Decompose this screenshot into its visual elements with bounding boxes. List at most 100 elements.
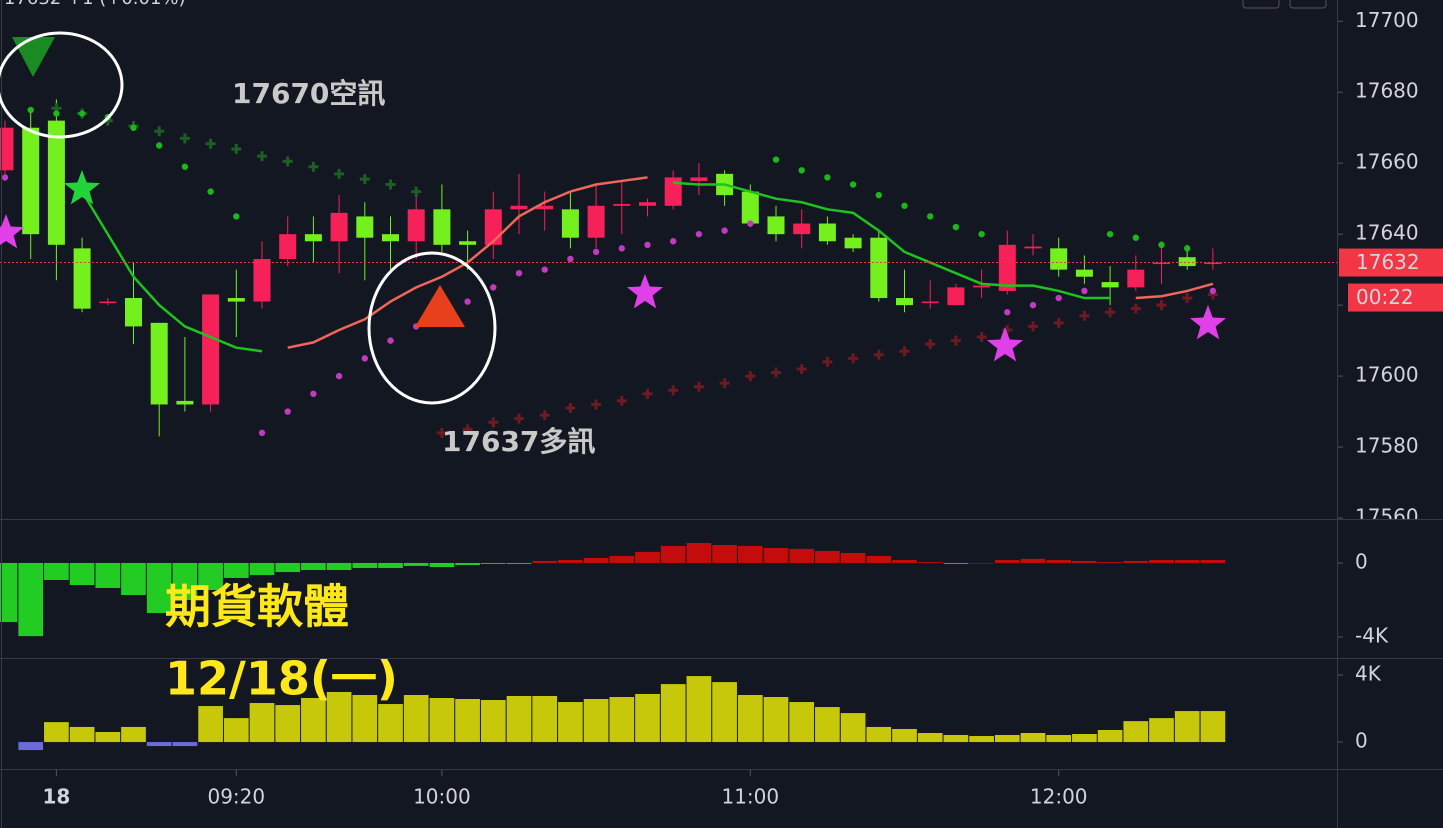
annotation: 17670空訊 [232,77,385,110]
candle-body [639,202,656,206]
candle-body [304,234,322,242]
bar [1097,729,1123,743]
sar-dot [1132,234,1140,241]
bar [892,728,917,743]
y-tick-label: 17640 [1355,221,1419,245]
candle-body [1178,257,1196,267]
candle-body [227,298,245,302]
volume-panel: 4K 0 [18,662,1382,753]
sar-dot [901,202,908,209]
candle-body [793,223,811,235]
star-marker [0,214,25,249]
bar [506,696,532,743]
sar-dot [644,241,651,249]
candle-body [356,216,374,238]
bar [480,700,506,743]
toolbar-button[interactable] [1289,0,1327,9]
sar-dot [695,230,703,238]
bar [686,676,712,743]
cross-marker [796,363,807,374]
cross-marker [1053,317,1064,328]
sar-dot [1055,294,1062,302]
sar-dot [490,284,497,291]
candle-body [279,234,297,259]
bar [969,736,994,743]
bar [866,555,892,563]
candle-body [22,127,40,235]
bar [1072,734,1097,743]
bar [198,562,223,591]
bar [95,562,121,588]
y-tick-label: 17600 [1355,363,1419,387]
cross-marker [616,395,627,406]
bar [583,699,609,743]
sar-dot [798,167,805,174]
star-marker [986,327,1024,362]
candle-body [407,209,425,242]
bar [532,696,558,743]
bar [763,697,789,743]
bar [558,702,583,743]
bar [1174,560,1200,563]
cross-marker [359,174,370,185]
cross-marker [154,126,165,137]
cross-marker [308,161,319,172]
cross-marker [205,138,216,149]
bar [326,562,352,571]
date-label: 12/18(一) [165,652,398,706]
y-tick-label: 17560 [1355,505,1419,529]
bar [223,718,249,743]
bar [403,694,429,743]
sell-signal [12,37,55,77]
bar [352,562,378,568]
candle-body [998,244,1016,291]
candle-body [947,287,965,306]
candle-body [690,177,708,181]
bar [455,562,480,566]
last-price-box [1339,248,1443,277]
bar [917,562,943,563]
candle-body [896,298,913,306]
toolbar-button[interactable] [1242,0,1280,9]
y-tick-label: 17680 [1355,79,1419,103]
candle-body [73,248,91,309]
bar [532,560,558,563]
sar-dot [567,255,574,263]
candle-body [844,237,862,249]
price-panel [0,99,1337,438]
sar-dot [541,266,548,273]
y-tick-label: -4K [1355,624,1389,648]
sar-dot [592,248,600,256]
cross-marker [1182,293,1193,304]
annotation: 17637多訊 [442,425,595,458]
bar [301,698,326,743]
bar [1174,711,1200,743]
sar-dot [1184,245,1191,252]
bar [866,726,892,743]
cross-marker [771,367,781,378]
sar-dot [670,238,677,245]
bar [660,684,686,743]
sar-dot [1029,301,1037,309]
candle-body [664,177,682,206]
bar [1149,560,1174,563]
cross-marker [1079,310,1090,321]
candle-body [382,234,399,242]
bar [763,547,789,563]
bar [18,562,44,637]
bar [249,562,275,576]
cross-marker [565,403,576,414]
candle-body [767,216,785,235]
bar [558,560,583,563]
candle-body [510,205,528,210]
cross-marker [282,156,293,167]
candle-body [176,400,194,405]
bar [1046,735,1072,743]
y-tick-label: 17660 [1355,150,1419,174]
candle-body [587,205,605,238]
cross-marker [257,151,267,162]
bar [44,722,69,743]
bar [480,562,506,564]
sar-dot [747,220,754,227]
